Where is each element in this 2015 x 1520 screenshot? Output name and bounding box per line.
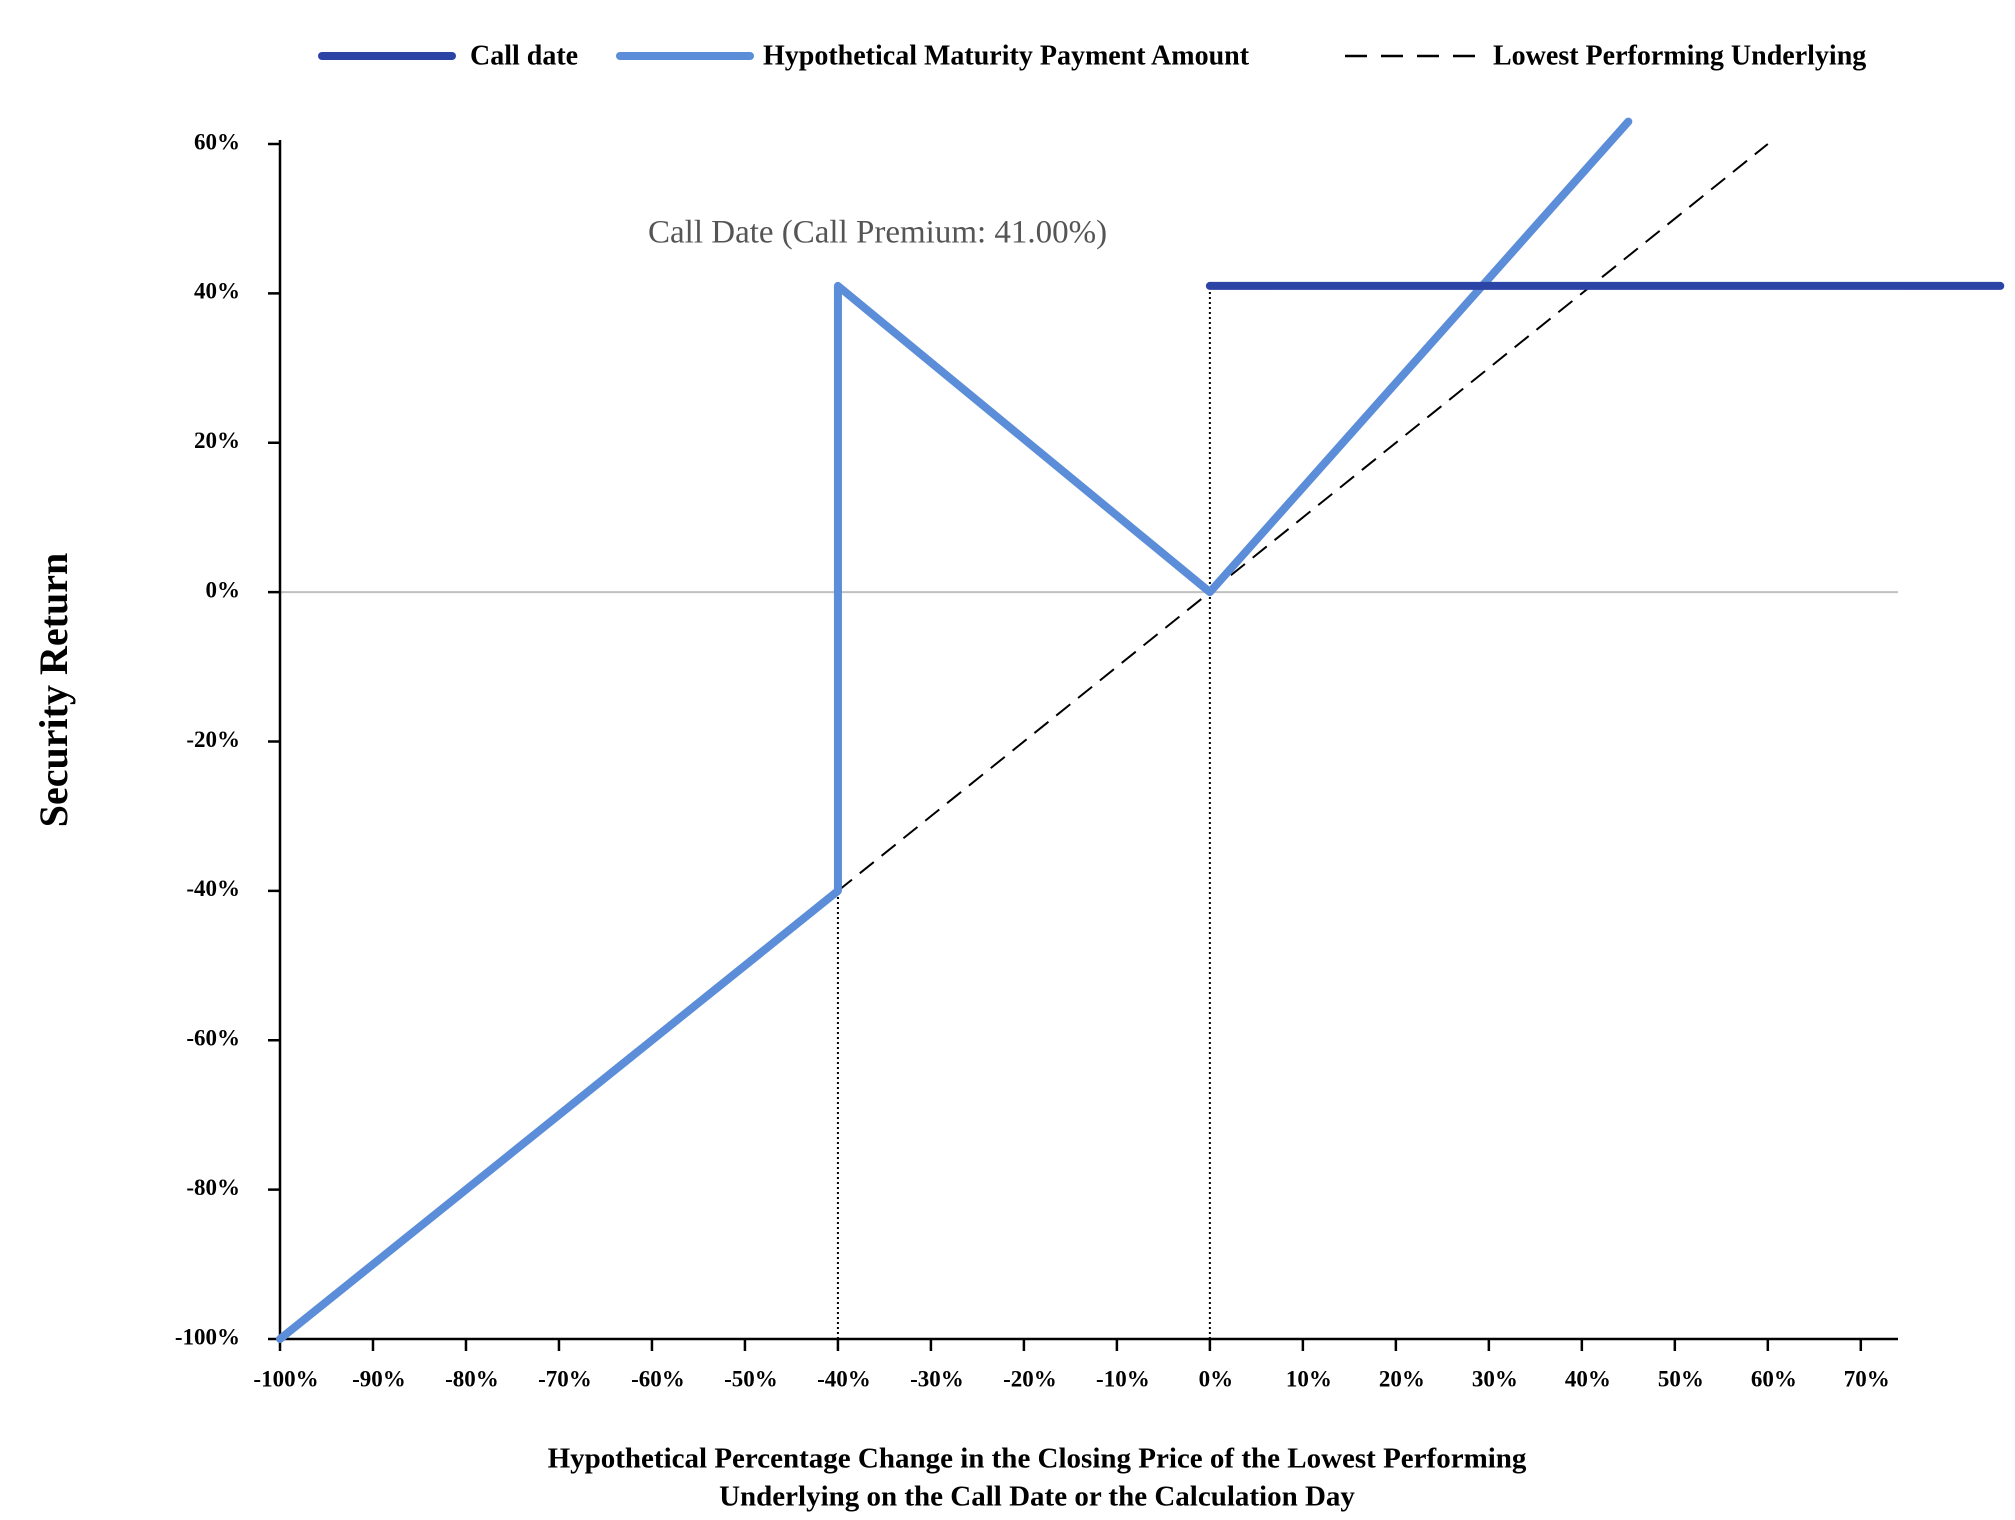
y-tick-label: -80% [186, 1175, 240, 1200]
x-tick-label: 50% [1658, 1366, 1704, 1391]
x-tick-label: 20% [1379, 1366, 1425, 1391]
x-tick-label: -50% [724, 1366, 778, 1391]
y-tick-label: -40% [186, 876, 240, 901]
x-tick-label: 70% [1844, 1366, 1890, 1391]
x-tick-label: -60% [631, 1366, 685, 1391]
x-tick-label: -10% [1096, 1366, 1150, 1391]
y-tick-label: -20% [186, 727, 240, 752]
y-tick-label: 0% [206, 577, 241, 602]
series-line [837, 143, 1769, 892]
y-tick-label: 60% [194, 129, 240, 154]
x-tick-label: 30% [1472, 1366, 1518, 1391]
x-tick-label: 40% [1565, 1366, 1611, 1391]
x-tick-label: 0% [1199, 1366, 1234, 1391]
y-axis-label: Security Return [31, 553, 76, 827]
x-tick-label: -30% [910, 1366, 964, 1391]
x-tick-label: -40% [817, 1366, 871, 1391]
annotation: Call Date (Call Premium: 41.00%) [648, 215, 1107, 251]
x-tick-label: -70% [538, 1366, 592, 1391]
x-tick-label: 60% [1751, 1366, 1797, 1391]
legend-label: Call date [470, 40, 578, 71]
y-tick-label: -100% [175, 1324, 240, 1349]
y-tick-label: -60% [186, 1026, 240, 1051]
x-tick-label: -20% [1003, 1366, 1057, 1391]
legend-label: Hypothetical Maturity Payment Amount [763, 40, 1250, 71]
legend-label: Lowest Performing Underlying [1493, 40, 1866, 71]
y-tick-label: 20% [194, 428, 240, 453]
x-axis-label: Underlying on the Call Date or the Calcu… [719, 1481, 1355, 1513]
x-axis-label: Hypothetical Percentage Change in the Cl… [548, 1443, 1527, 1475]
x-tick-label: -100% [253, 1366, 318, 1391]
series-line [276, 117, 1633, 1343]
x-tick-label: 10% [1286, 1366, 1332, 1391]
x-tick-label: -90% [352, 1366, 406, 1391]
y-tick-label: 40% [194, 279, 240, 304]
x-tick-label: -80% [445, 1366, 499, 1391]
